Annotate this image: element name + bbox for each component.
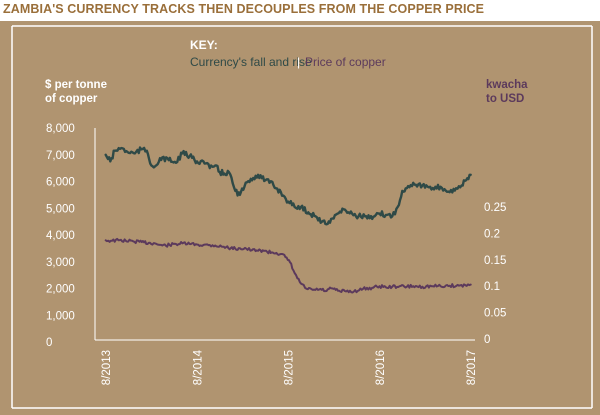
copper-series-line xyxy=(104,146,472,226)
y-right-tick-label: 0.05 xyxy=(484,308,506,320)
y-right-label-line2: to USD xyxy=(486,93,524,105)
y-left-tick-label: 0 xyxy=(46,337,52,349)
x-tick-labels: 8/2013 8/2014 8/2015 8/2016 8/2017 xyxy=(101,349,478,385)
y-left-label-line2: of copper xyxy=(45,93,98,105)
y-left-label-line1: $ per tonne xyxy=(45,79,107,91)
key-separator: | xyxy=(297,55,300,69)
currency-series-line xyxy=(104,237,472,294)
key-heading: KEY: xyxy=(190,38,218,52)
y-right-tick-label: 0.15 xyxy=(484,255,506,267)
x-tick-label: 8/2016 xyxy=(375,350,387,385)
x-tick-label: 8/2015 xyxy=(284,350,296,385)
chart-title: ZAMBIA'S CURRENCY TRACKS THEN DECOUPLES … xyxy=(3,2,485,16)
key-copper-label: Price of copper xyxy=(305,55,386,69)
y-right-label-line1: kwacha xyxy=(486,79,528,91)
x-tick-label: 8/2013 xyxy=(101,350,113,385)
x-tick-label: 8/2014 xyxy=(192,349,204,385)
y-left-tick-label: 5,000 xyxy=(46,203,75,215)
plot-area xyxy=(8,22,597,412)
y-right-tick-labels: 0.25 0.2 0.15 0.1 0.05 0 xyxy=(484,202,506,346)
y-left-tick-label: 7,000 xyxy=(46,150,75,162)
series-layer xyxy=(104,146,472,294)
y-right-tick-label: 0.25 xyxy=(484,202,506,214)
y-left-tick-label: 4,000 xyxy=(46,230,75,242)
y-left-tick-label: 3,000 xyxy=(46,257,75,269)
x-tick-label: 8/2017 xyxy=(466,350,478,385)
y-left-tick-label: 6,000 xyxy=(46,177,75,189)
y-right-tick-label: 0 xyxy=(484,334,490,346)
y-left-tick-label: 1,000 xyxy=(46,310,75,322)
y-right-tick-label: 0.1 xyxy=(484,281,500,293)
y-right-tick-label: 0.2 xyxy=(484,228,500,240)
y-left-tick-label: 2,000 xyxy=(46,284,75,296)
key-currency-label: Currency's fall and rise xyxy=(190,55,312,69)
y-left-tick-label: 8,000 xyxy=(46,123,75,135)
y-left-tick-labels: 8,000 7,000 6,000 5,000 4,000 3,000 2,000 1,000… xyxy=(46,123,75,349)
